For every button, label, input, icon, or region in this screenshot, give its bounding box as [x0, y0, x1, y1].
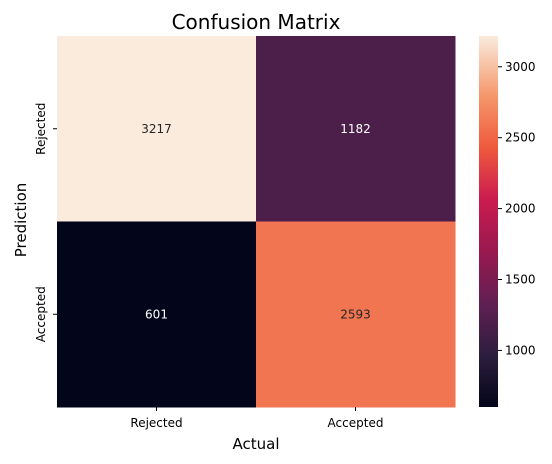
heatmap-cells: 3217 1182 601 2593	[57, 36, 456, 408]
cell-value-label: 2593	[340, 307, 371, 321]
y-axis-label: Prediction	[12, 183, 30, 258]
x-tick-label: Accepted	[328, 416, 384, 430]
axis-ticks: Rejected Accepted Rejected Accepted	[34, 103, 383, 430]
cell-value-label: 1182	[340, 122, 371, 136]
heatmap-cell	[57, 36, 257, 222]
colorbar-tick-label: 1500	[505, 273, 536, 287]
chart-title: Confusion Matrix	[172, 10, 341, 34]
y-tick-label: Accepted	[34, 286, 48, 342]
heatmap-cell	[256, 36, 456, 222]
colorbar	[479, 36, 498, 407]
x-tick-label: Rejected	[130, 416, 182, 430]
y-tick-label: Rejected	[34, 103, 48, 155]
colorbar-tick-label: 3000	[505, 60, 536, 74]
colorbar-tick-label: 1000	[505, 343, 536, 357]
cell-value-label: 3217	[141, 122, 172, 136]
colorbar-ticks: 1000 1500 2000 2500 3000	[498, 60, 536, 357]
heatmap-cell	[256, 221, 456, 408]
cell-value-label: 601	[145, 307, 168, 321]
x-axis-label: Actual	[233, 435, 280, 453]
colorbar-tick-label: 2500	[505, 131, 536, 145]
colorbar-tick-label: 2000	[505, 202, 536, 216]
heatmap-cell	[57, 221, 257, 408]
